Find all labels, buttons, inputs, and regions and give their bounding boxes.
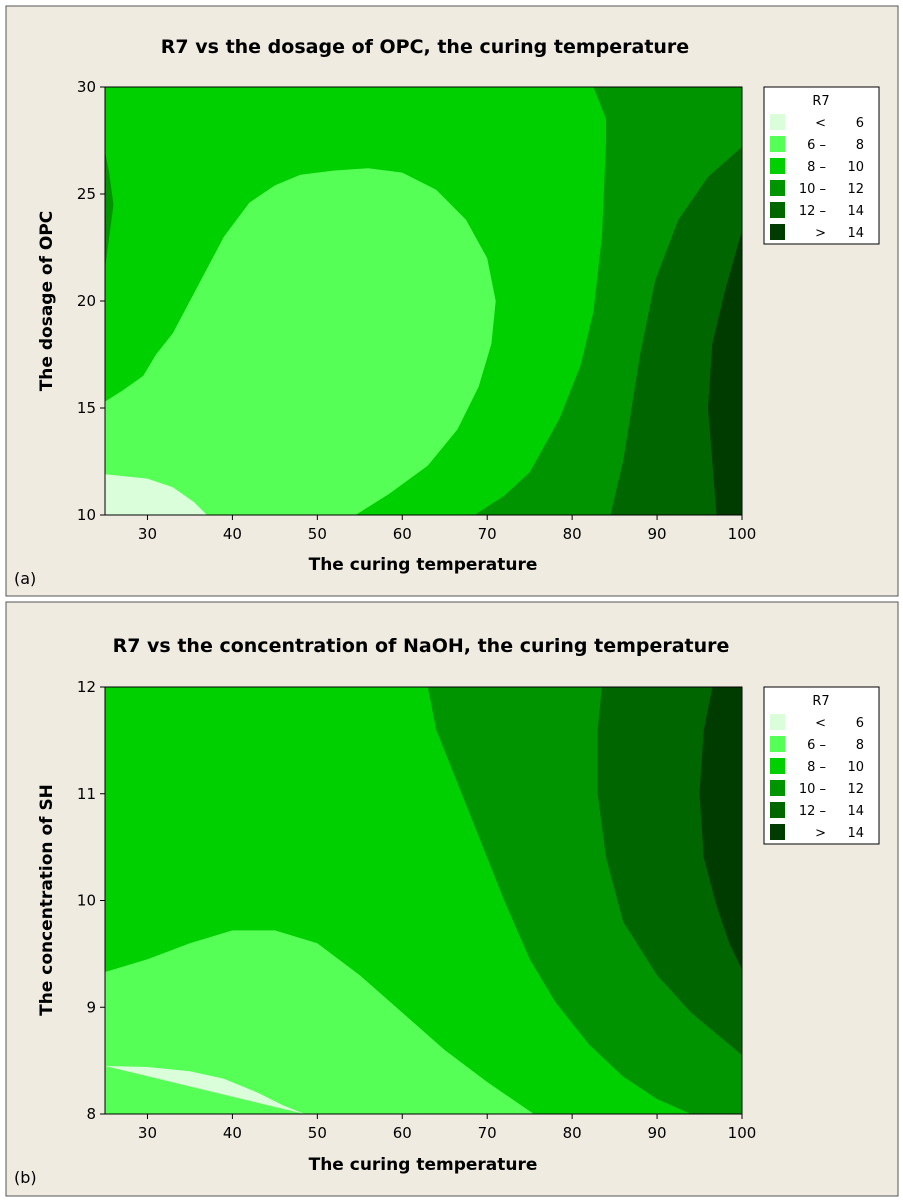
- x-tick-label: 30: [138, 525, 157, 543]
- legend-item-range-start: 8 –: [807, 160, 826, 175]
- x-tick-label: 50: [308, 525, 327, 543]
- legend-item-range-start: 6 –: [807, 138, 826, 153]
- x-tick-label: 80: [563, 1124, 582, 1142]
- x-tick-label: 80: [563, 525, 582, 543]
- legend-item-range-end: 14: [847, 804, 864, 819]
- legend-item-range-start: 10 –: [799, 182, 826, 197]
- panel-a-plot-area: [105, 87, 742, 516]
- contour-region-level-0: [105, 1066, 305, 1114]
- contour-region-level-4: [610, 146, 742, 515]
- x-tick-label: 50: [308, 1124, 327, 1142]
- panel-a-legend-items: <6 6 – 8 8 – 10 10 – 12 12 – 14 > 14: [770, 114, 864, 241]
- panel-a-legend-title: R7: [812, 94, 829, 109]
- legend-item-range-start: 12 –: [799, 204, 826, 219]
- contour-region-level-0: [105, 474, 207, 515]
- legend-item-range-start: >: [815, 226, 826, 241]
- panel-a-title: R7 vs the dosage of OPC, the curing temp…: [161, 36, 689, 58]
- legend-item-range-end: 14: [847, 204, 864, 219]
- y-tick-label: 20: [77, 292, 96, 310]
- contour-region-level-1: [105, 168, 496, 516]
- y-tick-label: 25: [77, 185, 96, 203]
- legend-swatch: [770, 758, 785, 774]
- legend-item-range-start: 8 –: [807, 760, 826, 775]
- panel-b: R7 vs the concentration of NaOH, the cur…: [5, 601, 899, 1197]
- legend-swatch: [770, 224, 785, 240]
- legend-swatch: [770, 736, 785, 752]
- panel-a-y-axis-label: The dosage of OPC: [37, 211, 57, 392]
- panel-b-x-axis-label: The curing temperature: [309, 1155, 538, 1175]
- x-tick-label: 90: [648, 525, 667, 543]
- legend-swatch: [770, 802, 785, 818]
- y-tick-label: 11: [77, 785, 96, 803]
- panel-b-y-axis-label: The concentration of SH: [37, 784, 57, 1016]
- panel-b-plot-area: [105, 687, 742, 1114]
- x-tick-label: 60: [393, 1124, 412, 1142]
- legend-swatch: [770, 202, 785, 218]
- panel-b-legend-items: <6 6 – 8 8 – 10 10 – 12 12 – 14 > 14: [770, 714, 864, 841]
- x-tick-label: 60: [393, 525, 412, 543]
- legend-item-range-end: 8: [856, 738, 864, 753]
- panel-a-y-ticks: 10 15 20 25 30: [77, 78, 105, 524]
- legend-item-range-end: 6: [856, 716, 864, 731]
- legend-item-range-end: 6: [856, 116, 864, 131]
- legend-item-range-start: 6 –: [807, 738, 826, 753]
- legend-swatch: [770, 714, 785, 730]
- panel-b-x-ticks: 30 40 50 60 70 80 90 100: [138, 1114, 756, 1142]
- contour-region-level-3: [105, 151, 114, 269]
- x-tick-label: 70: [478, 1124, 497, 1142]
- y-tick-label: 10: [77, 892, 96, 910]
- legend-swatch: [770, 780, 785, 796]
- x-tick-label: 90: [648, 1124, 667, 1142]
- legend-swatch: [770, 180, 785, 196]
- legend-swatch: [770, 158, 785, 174]
- y-tick-label: 9: [86, 998, 96, 1016]
- y-tick-label: 15: [77, 399, 96, 417]
- legend-item-range-start: 12 –: [799, 804, 826, 819]
- legend-item-range-end: 14: [847, 826, 864, 841]
- panel-a-x-axis-label: The curing temperature: [309, 555, 538, 575]
- x-tick-label: 40: [223, 525, 242, 543]
- x-tick-label: 70: [478, 525, 497, 543]
- legend-item-range-start: >: [815, 826, 826, 841]
- legend-swatch: [770, 136, 785, 152]
- panel-b-y-ticks: 8 9 10 11 12: [77, 678, 105, 1123]
- panel-a-x-ticks: 30 40 50 60 70 80 90 100: [138, 515, 756, 543]
- panel-a-tag: (a): [14, 569, 36, 588]
- legend-item-range-end: 12: [847, 782, 864, 797]
- y-tick-label: 8: [86, 1105, 96, 1123]
- legend-swatch: [770, 114, 785, 130]
- legend-item-range-end: 10: [847, 760, 864, 775]
- y-tick-label: 10: [77, 506, 96, 524]
- x-tick-label: 100: [728, 1124, 757, 1142]
- panel-a-legend: R7 <6 6 – 8 8 – 10 10 – 12 12 – 14 > 14: [763, 86, 880, 245]
- contour-region-level-5: [708, 230, 742, 515]
- y-tick-label: 30: [77, 78, 96, 96]
- legend-item-range-end: 12: [847, 182, 864, 197]
- panel-b-legend: R7 <6 6 – 8 8 – 10 10 – 12 12 – 14 > 14: [763, 686, 880, 845]
- contour-region-level-5: [699, 687, 742, 970]
- legend-item-range-end: 8: [856, 138, 864, 153]
- legend-swatch: [770, 824, 785, 840]
- legend-item-range-end: 14: [847, 226, 864, 241]
- legend-item-range-start: <: [815, 716, 826, 731]
- panel-a: R7 vs the dosage of OPC, the curing temp…: [5, 5, 899, 597]
- legend-item-range-start: 10 –: [799, 782, 826, 797]
- y-tick-label: 12: [77, 678, 96, 696]
- panel-b-legend-title: R7: [812, 694, 829, 709]
- panel-b-title: R7 vs the concentration of NaOH, the cur…: [113, 635, 730, 657]
- contour-region-level-1: [105, 930, 534, 1114]
- panel-b-tag: (b): [14, 1168, 37, 1187]
- legend-item-range-start: <: [815, 116, 826, 131]
- legend-item-range-end: 10: [847, 160, 864, 175]
- x-tick-label: 30: [138, 1124, 157, 1142]
- x-tick-label: 100: [728, 525, 757, 543]
- x-tick-label: 40: [223, 1124, 242, 1142]
